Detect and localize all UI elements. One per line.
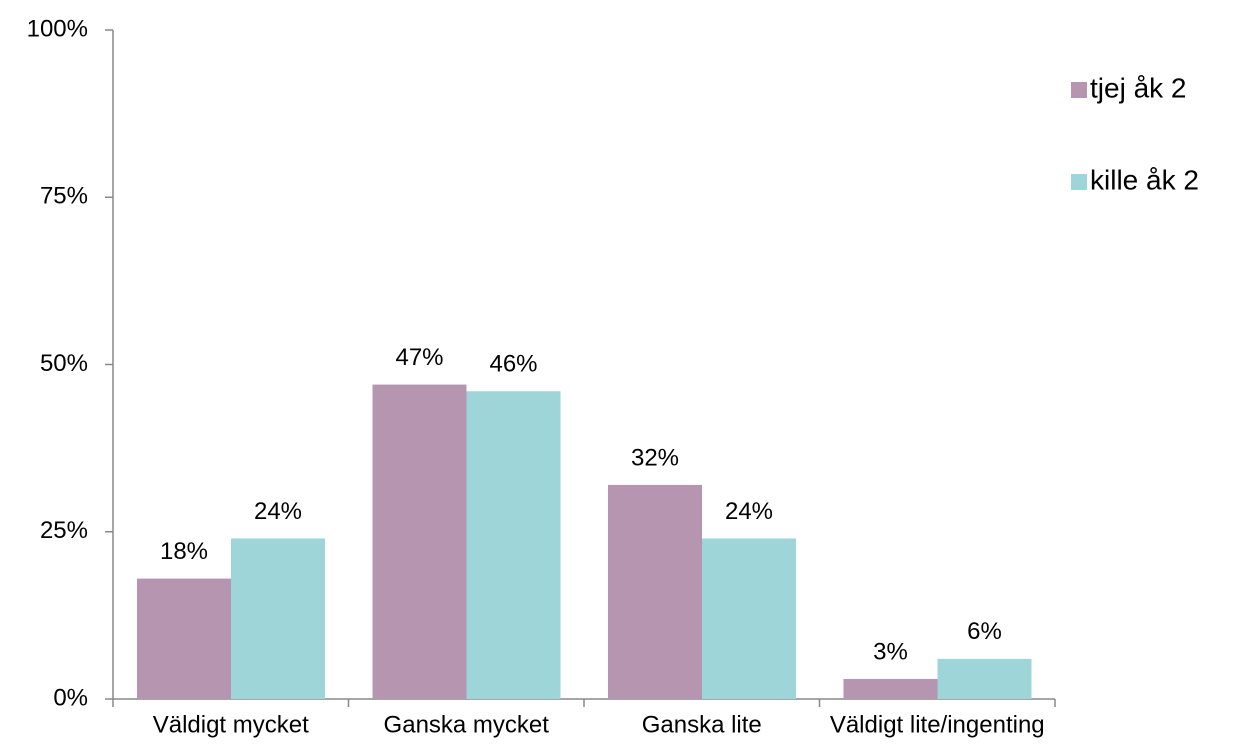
value-label: 3% [873, 638, 908, 665]
value-label: 24% [725, 498, 773, 525]
value-label: 32% [631, 444, 679, 471]
bar [937, 658, 1032, 699]
y-tick-label: 25% [40, 517, 88, 544]
bar [702, 538, 796, 699]
legend-swatch [1071, 174, 1087, 190]
legend-label: kille åk 2 [1090, 164, 1199, 195]
value-label: 47% [395, 344, 443, 371]
bar [466, 391, 561, 699]
value-label: 6% [967, 618, 1002, 645]
bar [137, 578, 231, 699]
bar [843, 678, 938, 699]
legend-swatch [1071, 82, 1087, 98]
value-label: 18% [160, 538, 208, 565]
y-tick-label: 0% [53, 684, 88, 711]
value-label: 46% [489, 351, 537, 378]
bar [372, 384, 467, 699]
y-tick-label: 75% [40, 183, 88, 210]
y-tick-label: 100% [27, 15, 88, 42]
value-label: 24% [254, 498, 302, 525]
legend-label: tjej åk 2 [1090, 72, 1187, 103]
bar [231, 538, 325, 699]
y-tick-label: 50% [40, 350, 88, 377]
x-tick-label: Ganska lite [642, 711, 762, 738]
x-tick-label: Ganska mycket [384, 711, 550, 738]
bar [608, 484, 702, 699]
x-tick-label: Väldigt lite/ingenting [830, 711, 1045, 738]
x-tick-label: Väldigt mycket [153, 711, 309, 738]
